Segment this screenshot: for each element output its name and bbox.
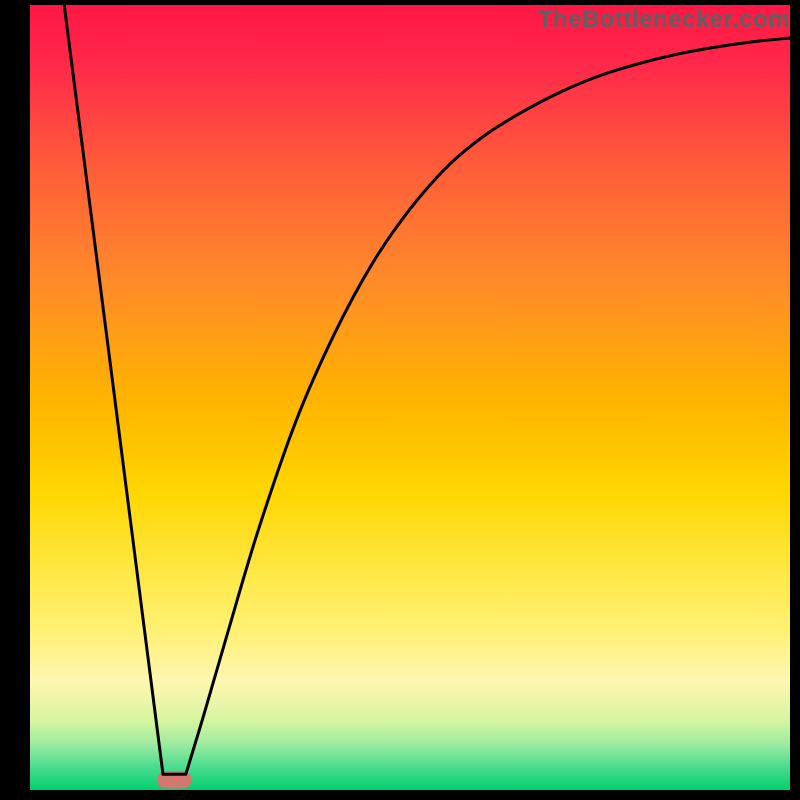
watermark-text: TheBottlenecker.com <box>538 6 790 34</box>
chart-container: TheBottlenecker.com <box>0 0 800 800</box>
chart-gradient-bg <box>30 5 790 790</box>
bottleneck-chart <box>0 0 800 800</box>
